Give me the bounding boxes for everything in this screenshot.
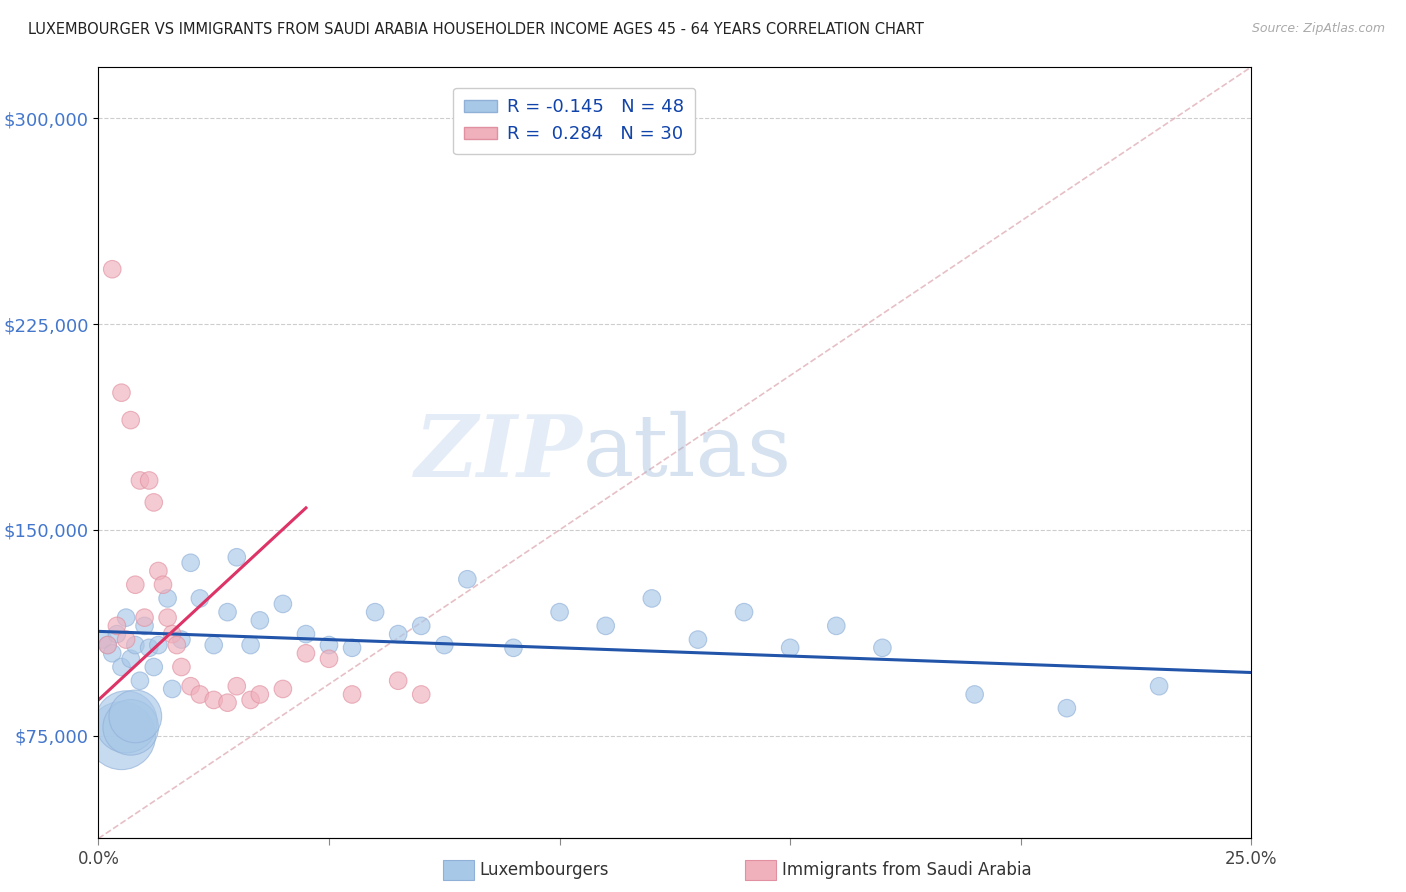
Point (101, 262, 124, 277)
Point (124, 638, 146, 652)
Point (129, 474, 152, 488)
Point (188, 591, 211, 606)
Point (170, 660, 193, 674)
Point (120, 720, 142, 734)
Point (872, 640, 894, 655)
Point (152, 578, 174, 592)
Point (318, 652, 340, 666)
Point (110, 660, 132, 674)
Text: Luxembourgers: Luxembourgers (479, 861, 609, 879)
Point (129, 673, 152, 688)
Point (411, 688, 433, 702)
Point (124, 578, 146, 592)
Point (110, 729, 132, 743)
Point (1056, 701, 1078, 715)
Point (340, 688, 363, 702)
Point (217, 696, 239, 710)
Text: Source: ZipAtlas.com: Source: ZipAtlas.com (1251, 22, 1385, 36)
Text: ZIP: ZIP (415, 411, 582, 494)
Point (733, 605, 755, 619)
Legend: R = -0.145   N = 48, R =  0.284   N = 30: R = -0.145 N = 48, R = 0.284 N = 30 (453, 87, 696, 154)
Point (148, 638, 170, 652)
Point (180, 556, 202, 570)
Point (134, 619, 156, 633)
Point (142, 660, 165, 674)
Point (595, 619, 617, 633)
Point (156, 591, 179, 606)
Text: LUXEMBOURGER VS IMMIGRANTS FROM SAUDI ARABIA HOUSEHOLDER INCOME AGES 45 - 64 YEA: LUXEMBOURGER VS IMMIGRANTS FROM SAUDI AR… (28, 22, 924, 37)
Point (138, 474, 160, 488)
Point (825, 619, 848, 633)
Point (105, 619, 128, 633)
Point (456, 572, 478, 586)
Point (97, 638, 120, 652)
Point (641, 591, 664, 606)
Point (110, 385, 132, 400)
Point (779, 640, 801, 655)
Point (548, 605, 571, 619)
Point (271, 681, 294, 696)
Point (217, 605, 239, 619)
Point (295, 646, 318, 660)
Point (239, 638, 262, 652)
Point (138, 640, 160, 655)
Point (411, 619, 433, 633)
Point (239, 693, 262, 707)
Point (963, 688, 986, 702)
Point (387, 627, 409, 641)
Point (91, 632, 114, 647)
Point (115, 632, 138, 647)
Point (271, 597, 294, 611)
Point (249, 613, 271, 627)
Point (120, 652, 142, 666)
Point (1147, 679, 1170, 693)
Point (105, 627, 128, 641)
Point (433, 638, 456, 652)
Point (295, 627, 318, 641)
Point (340, 640, 363, 655)
Point (148, 564, 170, 578)
Point (387, 673, 409, 688)
Point (115, 714, 138, 729)
Point (134, 610, 156, 624)
Point (156, 610, 179, 624)
Point (120, 413, 142, 427)
Point (160, 681, 183, 696)
Point (202, 638, 225, 652)
Point (166, 638, 188, 652)
Point (502, 640, 524, 655)
Point (124, 709, 146, 723)
Point (142, 495, 165, 509)
Point (180, 679, 202, 693)
Point (97, 638, 120, 652)
Point (115, 610, 138, 624)
Point (249, 688, 271, 702)
Text: Immigrants from Saudi Arabia: Immigrants from Saudi Arabia (782, 861, 1032, 879)
Point (188, 688, 211, 702)
Point (364, 605, 387, 619)
Point (225, 679, 247, 693)
Point (202, 693, 225, 707)
Point (318, 638, 340, 652)
Point (686, 632, 709, 647)
Point (160, 627, 183, 641)
Point (101, 646, 124, 660)
Point (170, 632, 193, 647)
Text: atlas: atlas (582, 411, 792, 494)
Point (225, 550, 247, 565)
